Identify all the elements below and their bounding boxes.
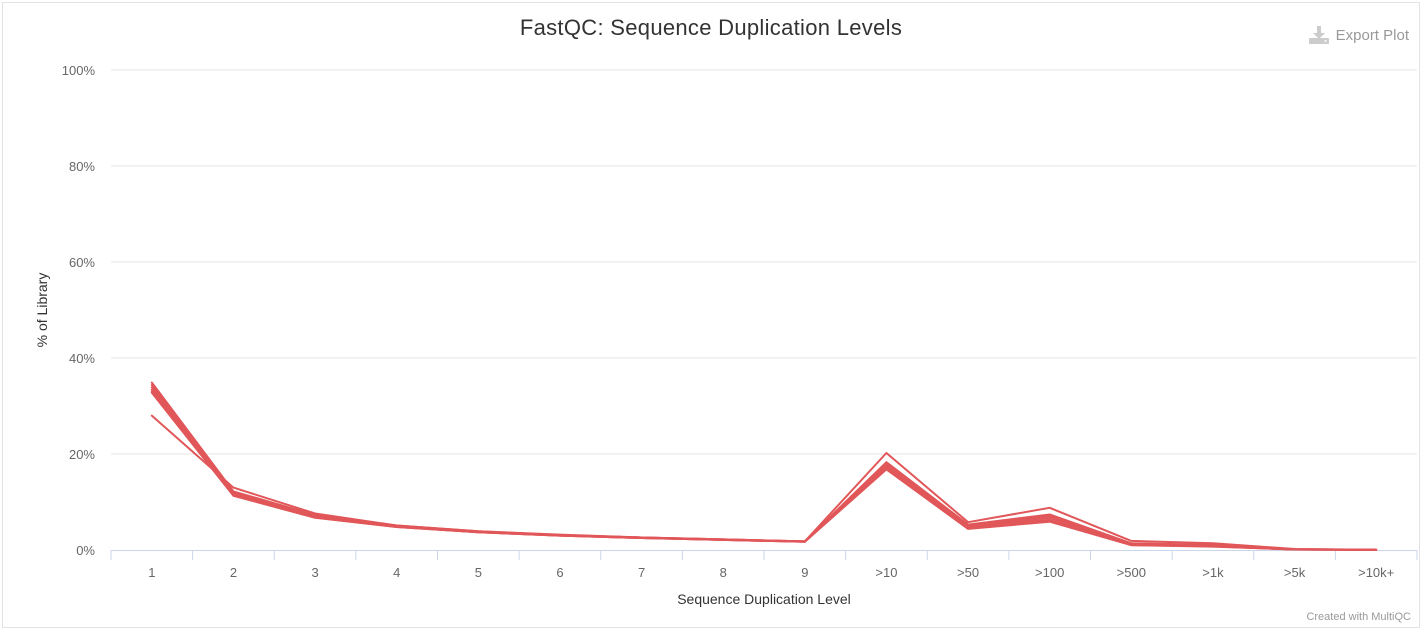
- x-tick-label: >10k+: [1358, 565, 1394, 580]
- y-tick-label: 20%: [69, 447, 95, 462]
- x-tick-label: 4: [393, 565, 400, 580]
- series-line-4[interactable]: [150, 386, 1378, 551]
- x-tick-label: >100: [1035, 565, 1064, 580]
- x-tick-label: 1: [148, 565, 155, 580]
- series-line-3[interactable]: [150, 388, 1378, 551]
- series-line-1[interactable]: [150, 414, 1378, 551]
- y-axis-label: % of Library: [34, 273, 50, 348]
- series-line-5[interactable]: [150, 383, 1378, 551]
- x-tick-label: 5: [475, 565, 482, 580]
- x-tick-label: 3: [311, 565, 318, 580]
- y-axis-ticks: 0% 20% 40% 60% 80% 100%: [62, 63, 96, 558]
- x-tick-label: >50: [957, 565, 979, 580]
- series-line-7[interactable]: [150, 390, 1378, 551]
- x-axis-ticks: 1 2 3 4 5 6 7 8 9 >10 >50 >100 >500 >1k >5k >10k+: [148, 565, 1394, 580]
- chart-title: FastQC: Sequence Duplication Levels: [519, 15, 903, 40]
- export-plot-label: Export Plot: [1335, 26, 1409, 44]
- x-tick-label: 6: [556, 565, 563, 580]
- y-tick-label: 40%: [69, 351, 95, 366]
- series-line-6[interactable]: [150, 381, 1378, 551]
- x-tick-label: 2: [230, 565, 237, 580]
- line-chart: 0% 20% 40% 60% 80% 100% 1 2 3 4 5 6 7 8 9 >10 >50 >100 >5…: [34, 63, 1418, 607]
- x-tick-label: 8: [720, 565, 727, 580]
- x-axis-label: Sequence Duplication Level: [677, 591, 851, 607]
- y-tick-label: 100%: [62, 63, 96, 78]
- grid-lines: [111, 69, 1417, 455]
- y-tick-label: 0%: [76, 543, 95, 558]
- x-axis: [110, 550, 1418, 560]
- x-tick-label: 9: [801, 565, 808, 580]
- x-tick-label: >1k: [1202, 565, 1224, 580]
- x-tick-label: >500: [1117, 565, 1146, 580]
- series-lines: [150, 381, 1378, 551]
- x-tick-label: >10: [875, 565, 897, 580]
- series-line-2[interactable]: [150, 391, 1378, 551]
- credit-text: Created with MultiQC: [1306, 611, 1411, 623]
- y-tick-label: 80%: [69, 159, 95, 174]
- download-icon: [1308, 26, 1329, 44]
- y-tick-label: 60%: [69, 255, 95, 270]
- x-tick-label: 7: [638, 565, 645, 580]
- x-tick-label: >5k: [1284, 565, 1306, 580]
- export-plot-button[interactable]: Export Plot: [1308, 25, 1409, 45]
